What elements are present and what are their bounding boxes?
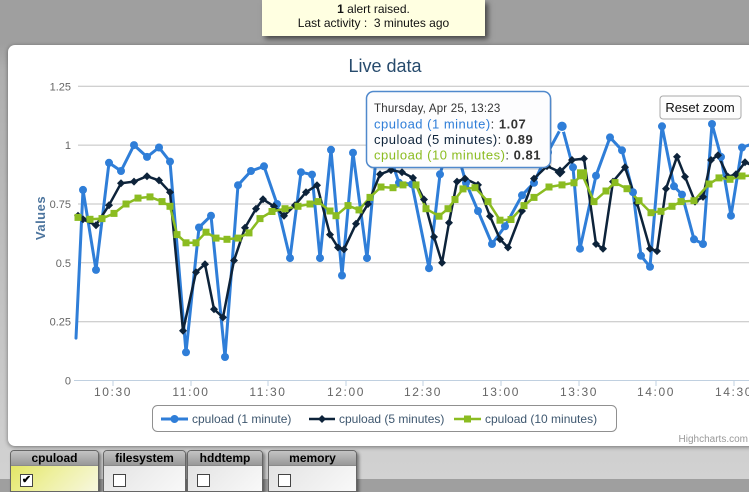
svg-text:11:00: 11:00 <box>172 385 209 399</box>
svg-text:Reset zoom: Reset zoom <box>665 100 734 115</box>
svg-text:cpuload (1 minute): cpuload (1 minute) <box>192 412 291 426</box>
svg-text:1.25: 1.25 <box>50 81 71 93</box>
svg-text:12:30: 12:30 <box>404 385 442 399</box>
svg-text:12:00: 12:00 <box>327 385 365 399</box>
svg-text:0.75: 0.75 <box>50 199 71 211</box>
svg-text:14:00: 14:00 <box>637 385 675 399</box>
svg-text:13:00: 13:00 <box>482 385 520 399</box>
svg-text:0: 0 <box>65 376 71 388</box>
svg-text:10:30: 10:30 <box>94 385 132 399</box>
svg-text:cpuload (10 minutes): 0.81: cpuload (10 minutes): 0.81 <box>374 148 541 163</box>
svg-text:Values: Values <box>33 196 48 240</box>
svg-text:1: 1 <box>65 140 71 152</box>
svg-text:14:30: 14:30 <box>715 385 749 399</box>
svg-text:11:30: 11:30 <box>249 385 286 399</box>
svg-text:0.25: 0.25 <box>50 317 71 329</box>
svg-text:cpuload (1 minute): 1.07: cpuload (1 minute): 1.07 <box>374 117 526 132</box>
svg-text:Thursday, Apr 25, 13:23: Thursday, Apr 25, 13:23 <box>374 103 501 115</box>
svg-text:cpuload (5 minutes): 0.89: cpuload (5 minutes): 0.89 <box>374 132 533 147</box>
svg-text:13:30: 13:30 <box>560 385 598 399</box>
svg-text:Highcharts.com: Highcharts.com <box>679 434 748 445</box>
svg-text:Live data: Live data <box>348 56 422 76</box>
svg-text:cpuload (5 minutes): cpuload (5 minutes) <box>339 412 444 426</box>
svg-text:0.5: 0.5 <box>56 258 71 270</box>
svg-text:cpuload (10 minutes): cpuload (10 minutes) <box>485 412 597 426</box>
